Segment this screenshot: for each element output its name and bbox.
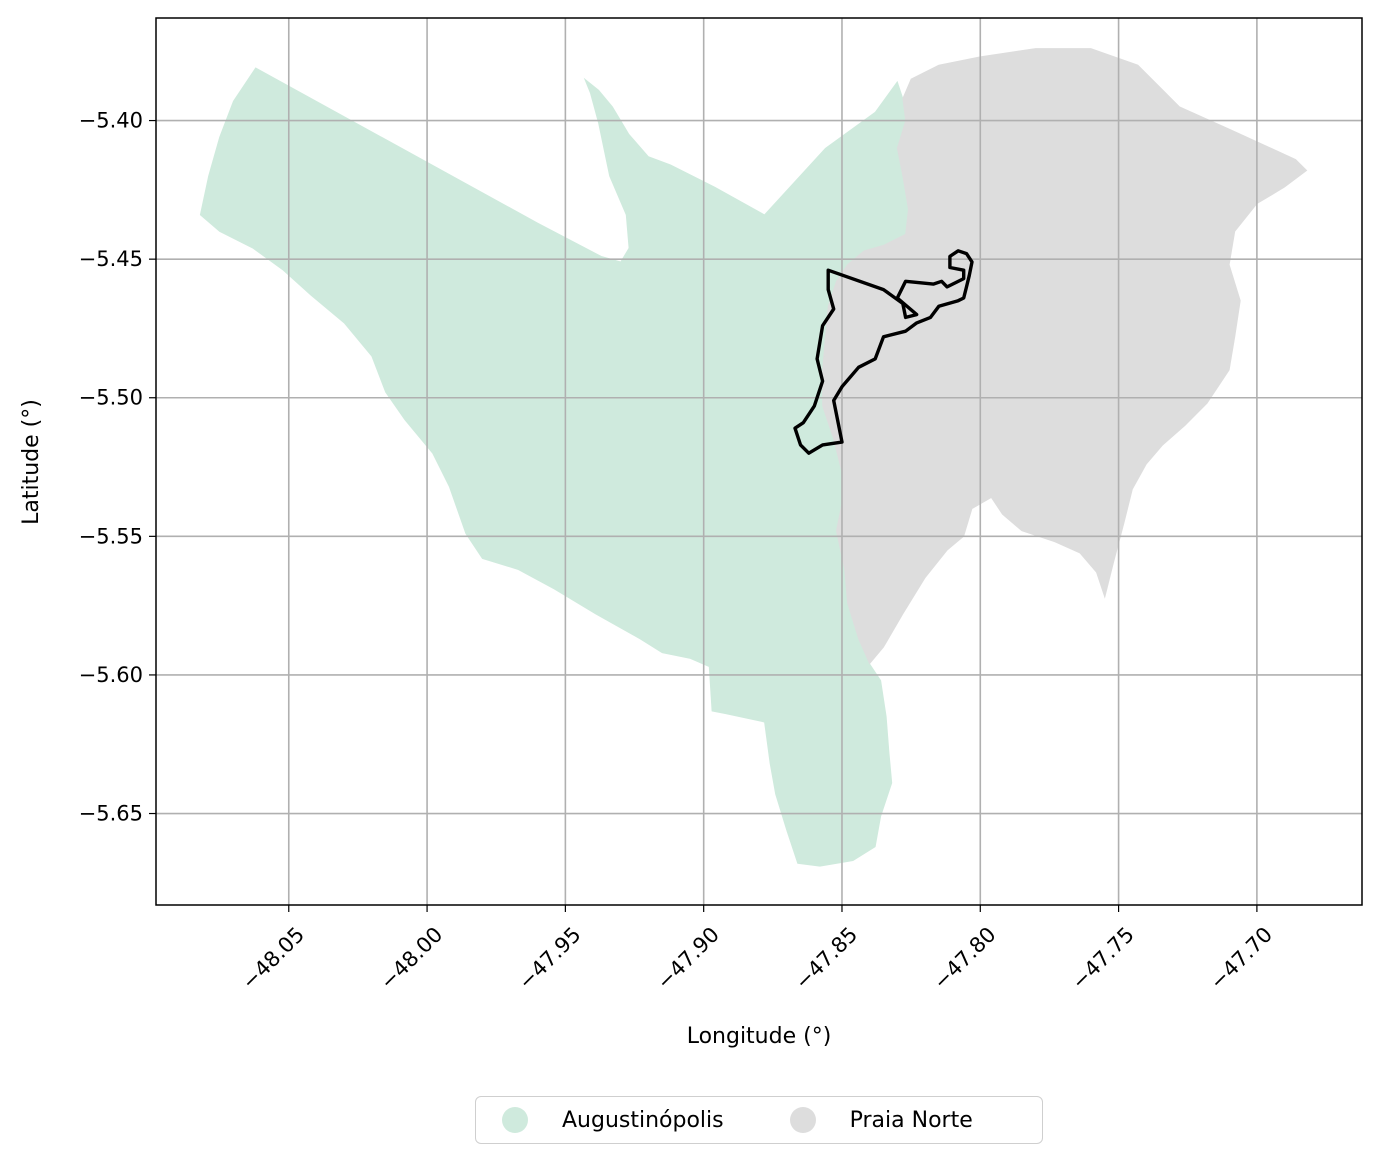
region-layer [199, 48, 1308, 867]
x-tick-label: −48.00 [375, 922, 447, 994]
legend-marker-icon [789, 1107, 816, 1133]
x-tick-label: −47.85 [790, 922, 862, 994]
x-tick-label: −47.95 [514, 922, 586, 994]
x-tick-label: −47.90 [652, 922, 724, 994]
boundary-outline-layer [793, 249, 974, 455]
x-tick-label: −47.70 [1205, 922, 1277, 994]
y-axis-label: Latitude (°) [19, 399, 44, 525]
plot-frame [155, 17, 1363, 906]
legend-item-praia-norte: Praia Norte [789, 1107, 973, 1133]
y-tick-label: −5.40 [79, 109, 143, 133]
x-tick-label: −48.05 [237, 922, 309, 994]
legend-marker-icon [502, 1107, 528, 1133]
legend: Augustinópolis Praia Norte [475, 1096, 1043, 1144]
grid-lines [156, 18, 1362, 905]
legend-item-augustinopolis: Augustinópolis [502, 1107, 724, 1133]
region-praia-norte [822, 48, 1308, 665]
y-tick-label: −5.55 [79, 524, 143, 548]
y-tick-label: −5.50 [79, 386, 143, 410]
x-tick-label: −47.75 [1067, 922, 1139, 994]
y-tick-label: −5.60 [79, 663, 143, 687]
y-axis-ticks: −5.40 −5.45 −5.50 −5.55 −5.60 −5.65 [79, 109, 156, 826]
x-tick-label: −47.80 [929, 922, 1001, 994]
x-axis-ticks: −48.05 −48.00 −47.95 −47.90 −47.85 −47.80 −47.… [237, 905, 1277, 994]
y-tick-label: −5.65 [79, 802, 143, 826]
region-augustinopolis [199, 67, 909, 867]
x-axis-label: Longitude (°) [687, 1024, 832, 1049]
legend-label: Praia Norte [849, 1107, 973, 1133]
y-tick-label: −5.45 [79, 247, 143, 271]
boundary-outline [793, 249, 974, 455]
legend-label: Augustinópolis [562, 1107, 724, 1133]
